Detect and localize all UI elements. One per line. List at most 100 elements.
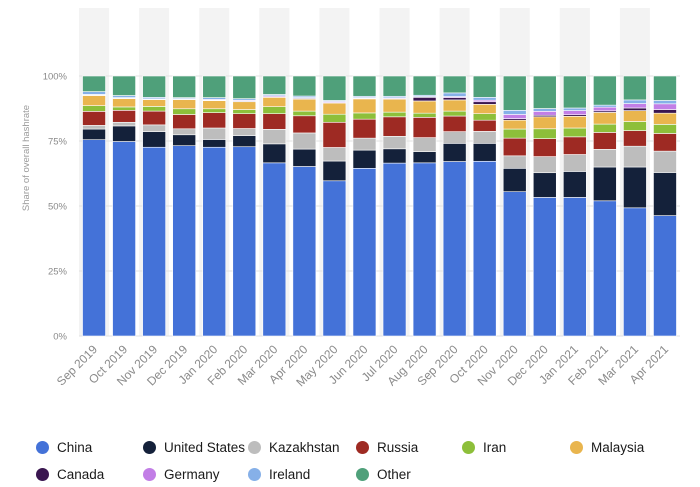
bar-segment-china bbox=[262, 162, 287, 337]
bar-segment-russia bbox=[142, 110, 166, 126]
bar-segment-ireland bbox=[653, 100, 677, 105]
bar-segment-united-states bbox=[202, 139, 227, 148]
bar-segment-iran bbox=[172, 108, 196, 115]
bar-segment-russia bbox=[352, 118, 377, 139]
bar-segment-malaysia bbox=[442, 99, 467, 112]
bar-segment-malaysia bbox=[172, 99, 196, 110]
bar-segment-china bbox=[532, 197, 557, 337]
bar-segment-kazakhstan bbox=[532, 156, 557, 174]
bar-segment-united-states bbox=[262, 143, 287, 164]
bar-segment-kazakhstan bbox=[172, 128, 196, 136]
bar-stack bbox=[472, 75, 497, 337]
bar-segment-iran bbox=[232, 109, 257, 115]
bar-segment-ireland bbox=[623, 99, 647, 104]
bar-segment-iran bbox=[352, 112, 377, 120]
bar-segment-russia bbox=[172, 114, 196, 130]
y-axis-label: Share of overall hashrate bbox=[21, 105, 32, 211]
bar-segment-russia bbox=[502, 137, 527, 157]
bar-stack bbox=[442, 75, 467, 337]
bar-segment-ireland bbox=[593, 104, 617, 108]
bar-segment-malaysia bbox=[142, 99, 166, 107]
legend-item-germany[interactable]: Germany bbox=[143, 467, 220, 482]
bar-stack bbox=[112, 75, 136, 337]
bar-segment-kazakhstan bbox=[112, 121, 136, 127]
legend-item-russia[interactable]: Russia bbox=[356, 440, 418, 455]
bar-stack bbox=[322, 75, 347, 337]
bar-segment-united-states bbox=[563, 171, 587, 198]
bar-segment-malaysia bbox=[202, 100, 227, 110]
bar-segment-kazakhstan bbox=[563, 154, 587, 172]
bar-segment-germany bbox=[502, 114, 527, 119]
bar-segment-russia bbox=[532, 138, 557, 157]
bar-segment-kazakhstan bbox=[202, 127, 227, 140]
bar-segment-united-states bbox=[112, 125, 136, 142]
bar-segment-iran bbox=[292, 110, 317, 117]
legend-item-canada[interactable]: Canada bbox=[36, 467, 104, 482]
bar-segment-malaysia bbox=[653, 112, 677, 125]
bar-segment-united-states bbox=[322, 160, 347, 182]
bar-stack bbox=[412, 75, 437, 337]
bar-segment-russia bbox=[472, 119, 497, 132]
bar-segment-united-states bbox=[352, 149, 377, 169]
legend-item-ireland[interactable]: Ireland bbox=[248, 467, 310, 482]
bar-segment-germany bbox=[532, 111, 557, 116]
bar-segment-russia bbox=[202, 112, 227, 129]
legend-item-united-states[interactable]: United States bbox=[143, 440, 245, 455]
bar-segment-china bbox=[82, 139, 106, 337]
bar-segment-russia bbox=[382, 116, 407, 137]
legend-swatch bbox=[36, 468, 49, 481]
bar-segment-iran bbox=[563, 127, 587, 138]
bar-segment-china bbox=[292, 166, 317, 337]
bar-segment-kazakhstan bbox=[232, 128, 257, 136]
legend-item-malaysia[interactable]: Malaysia bbox=[570, 440, 644, 455]
bar-segment-china bbox=[623, 207, 647, 337]
legend-item-china[interactable]: China bbox=[36, 440, 92, 455]
bar-segment-china bbox=[142, 146, 166, 337]
bar-segment-ireland bbox=[442, 92, 467, 97]
legend-item-kazakhstan[interactable]: Kazakhstan bbox=[248, 440, 340, 455]
bar-segment-russia bbox=[262, 113, 287, 130]
bar-stacks bbox=[82, 75, 677, 337]
bar-stack bbox=[593, 75, 617, 337]
bar-segment-malaysia bbox=[532, 116, 557, 130]
bar-segment-malaysia bbox=[472, 104, 497, 114]
bar-segment-other bbox=[382, 75, 407, 97]
bar-segment-united-states bbox=[532, 172, 557, 198]
legend-swatch bbox=[356, 441, 369, 454]
legend-item-other[interactable]: Other bbox=[356, 467, 411, 482]
bar-segment-iran bbox=[653, 124, 677, 134]
bar-segment-china bbox=[232, 146, 257, 337]
bar-segment-malaysia bbox=[352, 98, 377, 114]
y-tick-label: 100% bbox=[43, 72, 68, 83]
bar-segment-russia bbox=[623, 130, 647, 147]
bar-segment-iran bbox=[322, 113, 347, 123]
bar-segment-germany bbox=[563, 110, 587, 116]
bar-segment-other bbox=[262, 75, 287, 95]
bar-segment-united-states bbox=[232, 135, 257, 148]
bar-segment-other bbox=[472, 75, 497, 98]
y-tick-label: 0% bbox=[53, 332, 67, 343]
bar-segment-kazakhstan bbox=[653, 150, 677, 173]
bar-segment-kazakhstan bbox=[262, 129, 287, 145]
bar-segment-china bbox=[472, 160, 497, 337]
bar-segment-kazakhstan bbox=[623, 145, 647, 168]
bar-segment-kazakhstan bbox=[412, 137, 437, 152]
bar-segment-iran bbox=[112, 106, 136, 111]
bar-segment-other bbox=[232, 75, 257, 99]
bar-segment-other bbox=[82, 75, 106, 92]
bar-segment-united-states bbox=[142, 131, 166, 148]
bar-segment-other bbox=[112, 75, 136, 96]
bar-segment-kazakhstan bbox=[502, 155, 527, 169]
bar-segment-iran bbox=[623, 121, 647, 131]
bar-segment-kazakhstan bbox=[322, 147, 347, 162]
bar-segment-kazakhstan bbox=[593, 149, 617, 168]
legend-label: Iran bbox=[483, 440, 507, 455]
bar-segment-china bbox=[352, 168, 377, 337]
legend-item-iran[interactable]: Iran bbox=[462, 440, 506, 455]
bar-segment-russia bbox=[292, 115, 317, 134]
bar-segment-kazakhstan bbox=[472, 131, 497, 144]
bar-segment-ireland bbox=[472, 97, 497, 101]
bar-segment-other bbox=[563, 75, 587, 109]
